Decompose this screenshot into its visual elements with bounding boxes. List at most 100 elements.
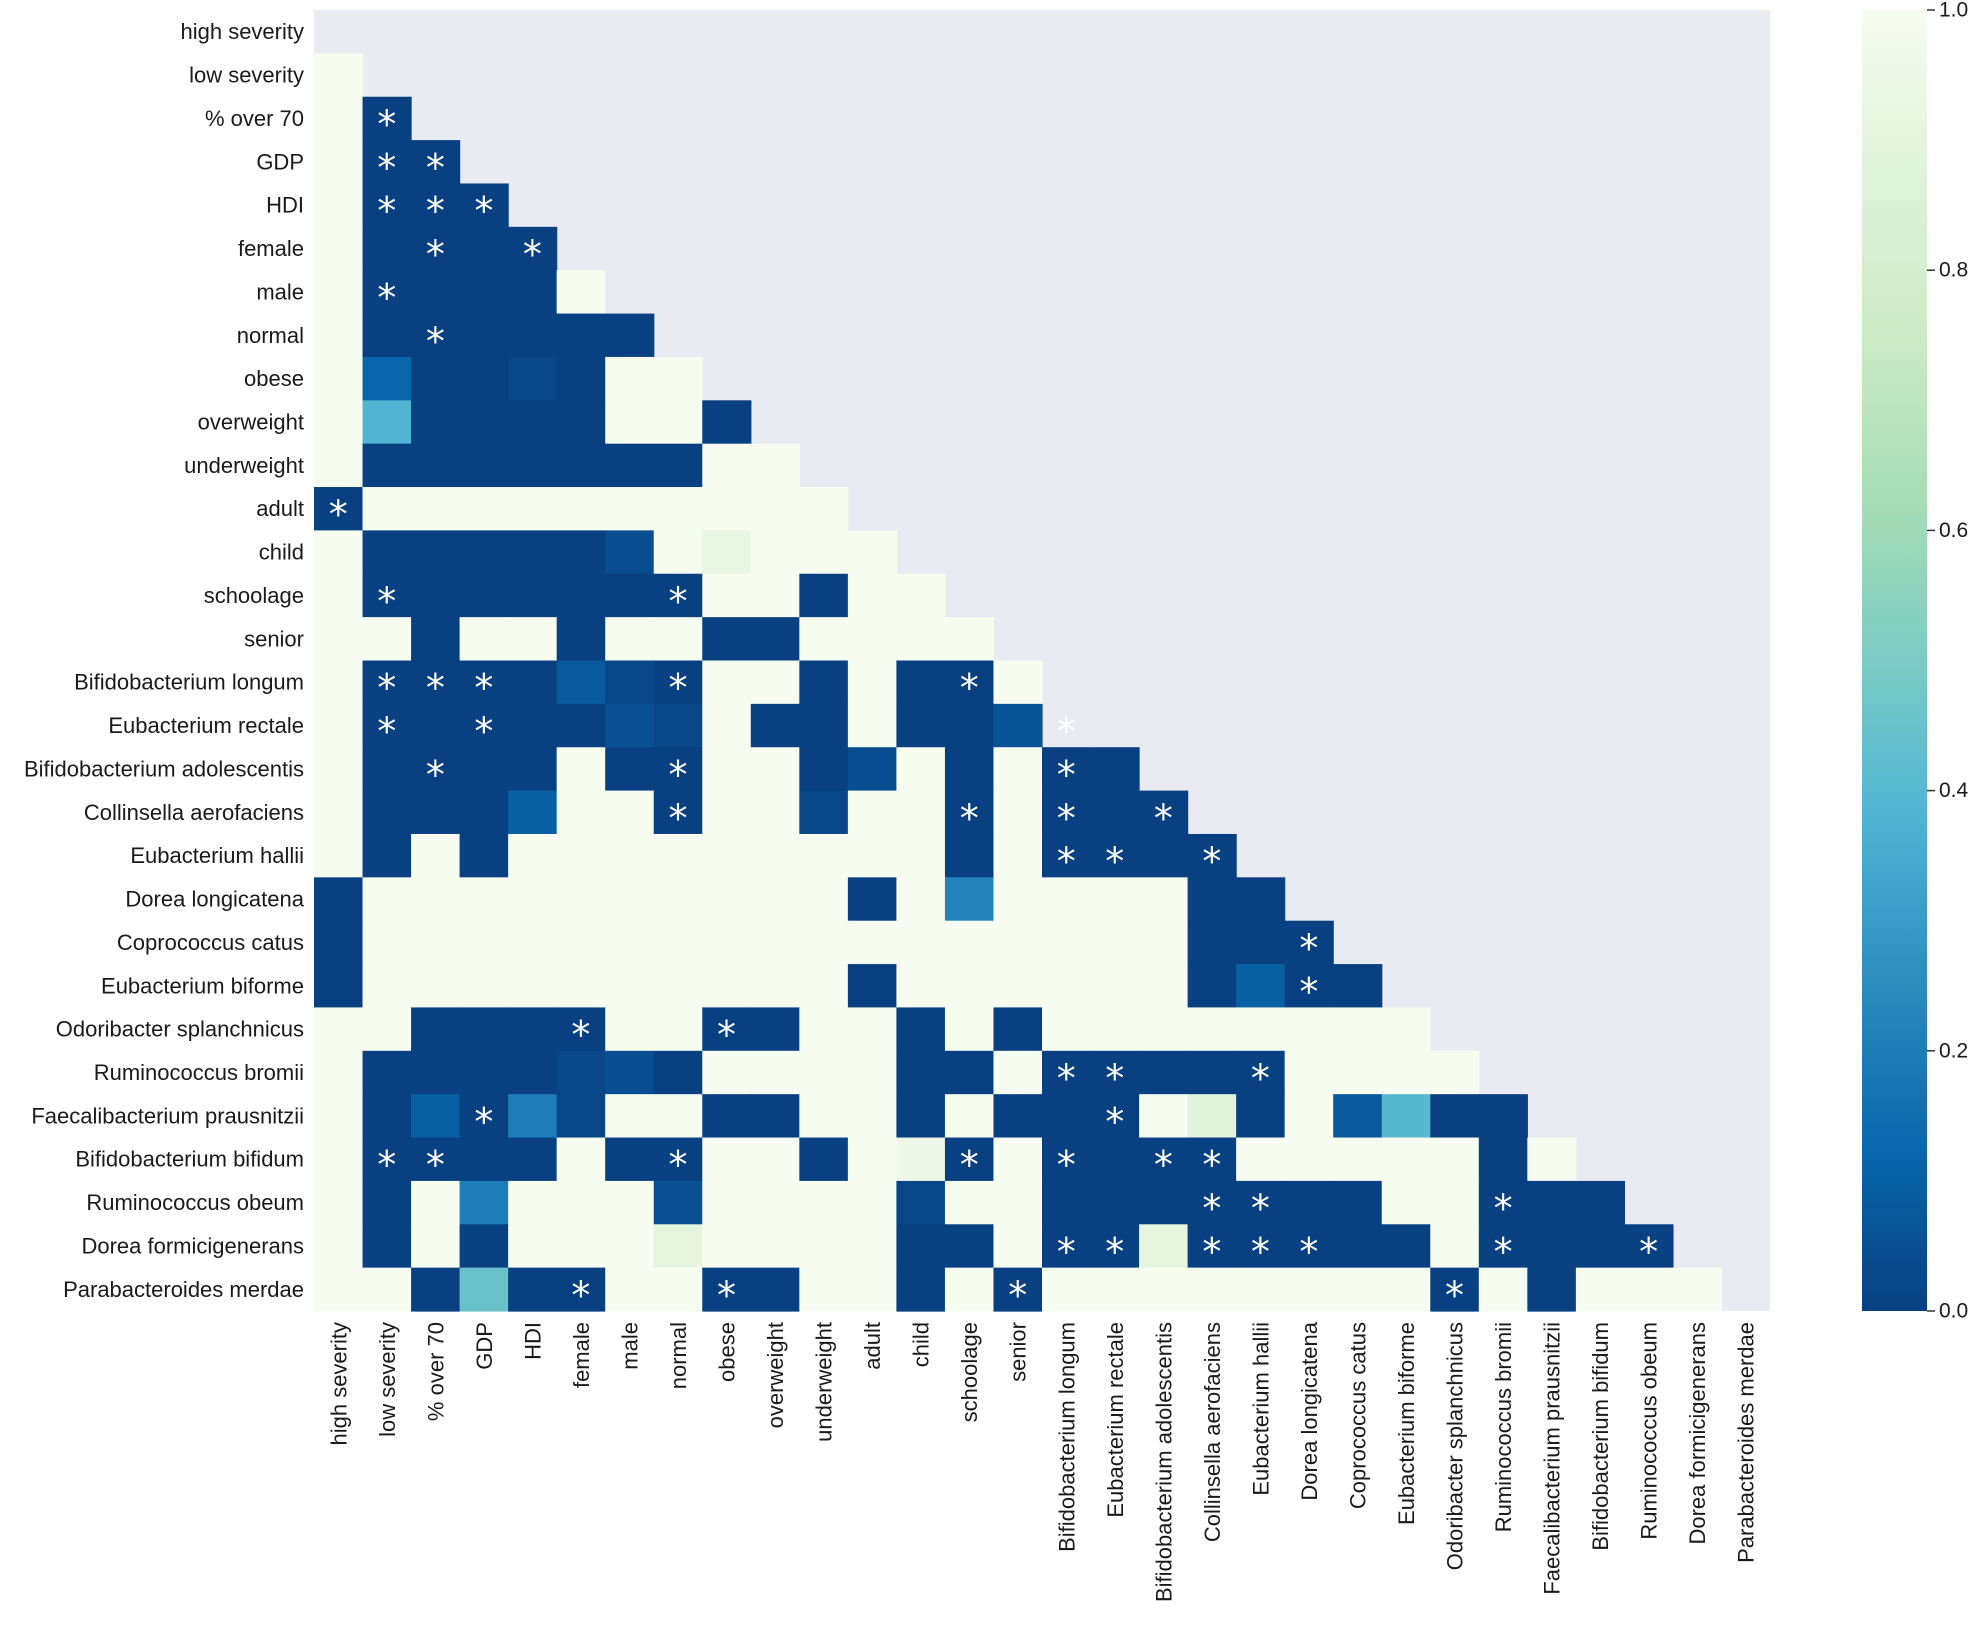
heatmap-cell <box>702 1180 752 1225</box>
heatmap-cell <box>362 1050 412 1095</box>
heatmap-cell <box>653 920 703 965</box>
heatmap-cell <box>896 573 946 618</box>
significance-star: * <box>523 233 542 277</box>
heatmap-cell <box>653 1180 703 1225</box>
significance-star: * <box>669 666 688 710</box>
heatmap-cell <box>605 790 655 835</box>
heatmap-cell <box>556 487 606 531</box>
heatmap-cell <box>702 833 752 878</box>
heatmap-cell <box>750 747 800 792</box>
heatmap-cell <box>314 1137 364 1182</box>
heatmap-cell <box>556 1050 606 1095</box>
heatmap-cell <box>750 487 800 531</box>
heatmap-cell <box>314 1050 364 1095</box>
significance-star: * <box>669 796 688 840</box>
heatmap-cell <box>556 1180 606 1225</box>
y-tick-label: male <box>256 279 304 304</box>
heatmap-cell <box>314 53 364 98</box>
heatmap-cell <box>799 1180 849 1225</box>
heatmap-cell <box>459 920 509 965</box>
heatmap-cell <box>1284 1224 1334 1269</box>
heatmap-cell <box>508 400 558 445</box>
heatmap-cell <box>653 660 703 705</box>
y-tick-label: Odoribacter splanchnicus <box>56 1017 304 1042</box>
heatmap-cell <box>1236 1224 1286 1269</box>
heatmap-cell <box>508 1267 558 1312</box>
heatmap-cell <box>411 790 461 835</box>
heatmap-cell <box>847 573 897 618</box>
y-tick-label: HDI <box>266 193 304 218</box>
heatmap-cell <box>459 1267 509 1312</box>
heatmap-cell <box>993 1224 1043 1269</box>
heatmap-cell <box>556 1267 606 1312</box>
heatmap-cell <box>314 443 364 488</box>
heatmap-cell <box>750 1050 800 1095</box>
heatmap-cell <box>847 530 897 575</box>
heatmap-cell <box>750 1137 800 1182</box>
significance-star: * <box>717 1273 736 1317</box>
heatmap-cell <box>1333 1007 1383 1052</box>
heatmap-cell <box>653 617 703 662</box>
significance-star: * <box>1105 840 1124 884</box>
heatmap-cell <box>362 530 412 575</box>
heatmap-cell <box>993 877 1043 922</box>
significance-star: * <box>377 276 396 320</box>
heatmap-cell <box>314 920 364 965</box>
heatmap-cell <box>508 487 558 531</box>
heatmap-cell <box>653 1050 703 1095</box>
heatmap-cell <box>605 1007 655 1052</box>
x-tick-label: Eubacterium hallii <box>1248 1322 1273 1496</box>
heatmap-cell <box>459 1180 509 1225</box>
significance-star: * <box>1202 840 1221 884</box>
heatmap-cell <box>847 617 897 662</box>
y-tick-label: Ruminococcus obeum <box>86 1190 304 1215</box>
heatmap-cell <box>1381 1094 1431 1139</box>
heatmap-cell <box>1090 1007 1140 1052</box>
heatmap-cell <box>896 617 946 662</box>
heatmap-cell <box>1139 833 1189 878</box>
significance-star: * <box>669 579 688 623</box>
y-tick-label: child <box>259 540 304 565</box>
heatmap-cell <box>605 1180 655 1225</box>
heatmap-cell <box>605 356 655 401</box>
colorbar-tick-label: 0.4 <box>1939 779 1969 802</box>
heatmap-cell <box>1042 964 1092 1009</box>
significance-star: * <box>426 1143 445 1187</box>
y-tick-label: Dorea formicigenerans <box>81 1233 304 1258</box>
significance-star: * <box>1202 1187 1221 1231</box>
heatmap-cell <box>1430 1224 1480 1269</box>
x-tick-label: adult <box>860 1322 885 1370</box>
heatmap-cell <box>1672 1267 1723 1312</box>
significance-star: * <box>1057 1143 1076 1187</box>
heatmap-cell <box>362 920 412 965</box>
heatmap-cell <box>750 617 800 662</box>
x-tick-label: Parabacteroides merdae <box>1734 1322 1759 1563</box>
x-tick-label: low severity <box>375 1322 400 1437</box>
heatmap-cell <box>702 573 752 618</box>
heatmap-cell <box>847 920 897 965</box>
significance-star: * <box>474 666 493 710</box>
heatmap-cell <box>314 573 364 618</box>
heatmap-cell <box>362 487 412 531</box>
heatmap-cell <box>653 356 703 401</box>
heatmap-cell <box>459 964 509 1009</box>
heatmap-cell <box>702 1094 752 1139</box>
heatmap-cell <box>362 573 412 618</box>
heatmap-cell <box>896 964 946 1009</box>
heatmap-cell <box>653 964 703 1009</box>
heatmap-cell <box>459 1137 509 1182</box>
heatmap-cell <box>1624 1224 1674 1269</box>
significance-star: * <box>1299 926 1318 970</box>
heatmap-cell <box>896 920 946 965</box>
heatmap-cell <box>314 96 364 141</box>
heatmap-cell <box>411 313 461 358</box>
heatmap-cell <box>1430 1137 1480 1182</box>
y-tick-label: low severity <box>189 63 304 88</box>
heatmap-cell <box>847 1050 897 1095</box>
heatmap-cell <box>605 400 655 445</box>
heatmap-cell <box>605 1224 655 1269</box>
heatmap-cell <box>653 790 703 835</box>
heatmap-cell <box>944 790 995 835</box>
heatmap-cell <box>1042 1094 1092 1139</box>
heatmap-cell <box>411 270 461 315</box>
